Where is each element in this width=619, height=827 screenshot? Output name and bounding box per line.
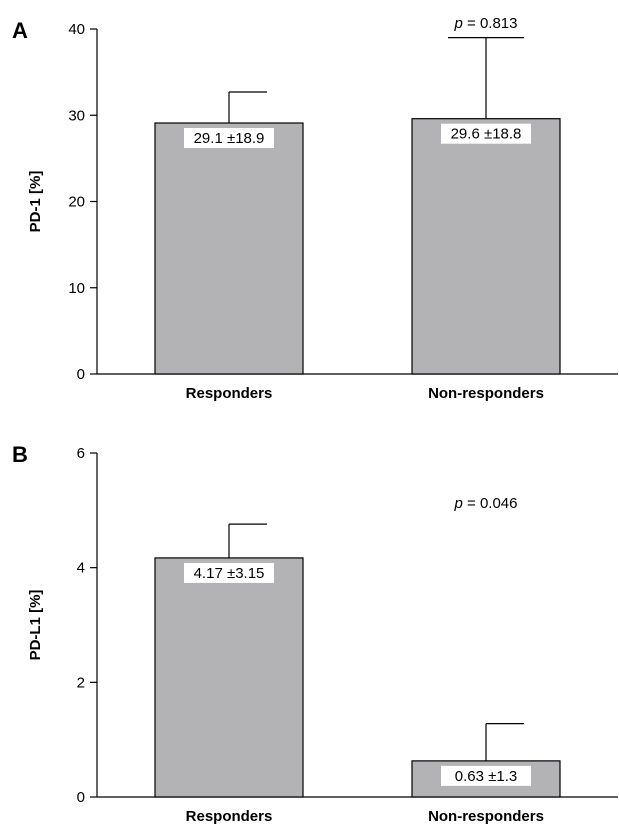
value-label-box — [184, 562, 274, 583]
value-label-box — [441, 123, 531, 144]
y-tick-label: 40 — [68, 21, 85, 38]
y-tick-label: 2 — [77, 674, 85, 691]
bar-non-responders — [411, 118, 561, 375]
p-symbol: p — [454, 15, 463, 32]
y-tick-label: 6 — [77, 445, 85, 462]
p-symbol: p — [454, 495, 463, 512]
panel-letter: A — [12, 18, 28, 43]
panel-a: A PD-1 [%] 0 10 20 30 40 29.1 ±18.9 Responders 29… — [12, 15, 618, 402]
value-label-box — [184, 128, 274, 149]
p-value: = 0.046 — [463, 495, 518, 512]
value-label: 0.63 ±1.3 — [455, 768, 517, 785]
category-label: Responders — [186, 385, 273, 402]
p-value: = 0.813 — [463, 15, 518, 32]
panel-b: B PD-L1 [%] 0 2 4 6 4.17 ±3.15 Responders 0.63 ±… — [12, 442, 618, 825]
value-label: 29.6 ±18.8 — [451, 126, 522, 143]
category-label: Responders — [186, 808, 273, 825]
y-tick-label: 20 — [68, 194, 85, 211]
p-value-label: p = 0.046 — [454, 495, 518, 512]
panel-letter: B — [12, 442, 28, 467]
y-tick-label: 30 — [68, 107, 85, 124]
category-label: Non-responders — [428, 385, 544, 402]
y-tick-label: 0 — [77, 366, 85, 383]
value-label: 4.17 ±3.15 — [194, 565, 265, 582]
y-tick-label: 4 — [77, 560, 85, 577]
value-label: 29.1 ±18.9 — [194, 130, 265, 147]
value-label-box — [441, 765, 531, 786]
p-value-label: p = 0.813 — [454, 15, 518, 32]
y-tick-label: 0 — [77, 789, 85, 806]
bar-responders — [154, 557, 304, 798]
y-axis-label: PD-L1 [%] — [27, 590, 44, 661]
y-tick-label: 10 — [68, 280, 85, 297]
category-label: Non-responders — [428, 808, 544, 825]
bar-responders — [154, 122, 304, 375]
y-axis-label: PD-1 [%] — [27, 171, 44, 233]
